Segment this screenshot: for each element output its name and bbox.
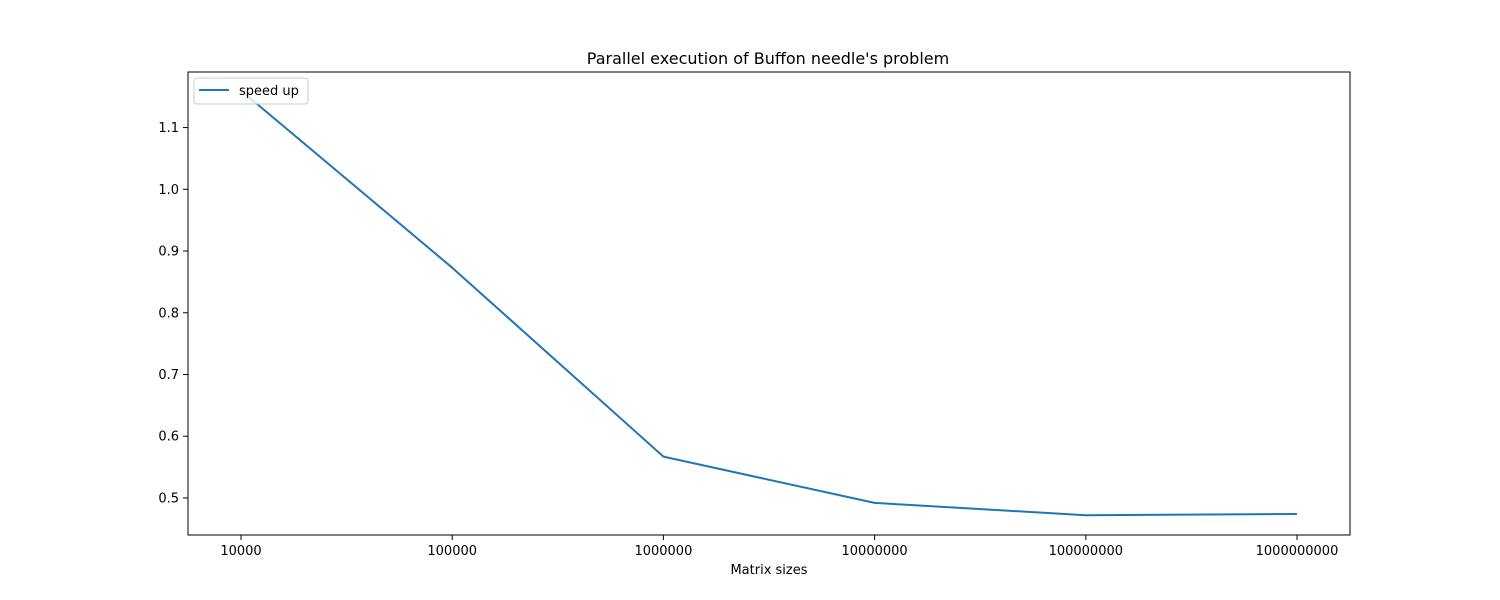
x-tick-label: 10000: [220, 544, 261, 559]
y-tick-label: 0.6: [158, 430, 179, 445]
legend-label-speed-up: speed up: [239, 84, 299, 99]
y-axis-ticks: 0.5 0.6 0.7 0.8 0.9 1.0 1.1: [158, 121, 188, 506]
y-tick-label: 0.7: [158, 368, 179, 383]
series-line-speed-up: [240, 89, 1298, 517]
y-tick-label: 1.0: [158, 183, 179, 198]
x-tick-label: 1000000: [634, 544, 692, 559]
x-tick-label: 1000000000: [1256, 544, 1339, 559]
series-layer: [240, 89, 1298, 517]
x-tick-label: 10000000: [842, 544, 908, 559]
y-tick-label: 1.1: [158, 121, 179, 136]
chart-title: Parallel execution of Buffon needle's pr…: [587, 49, 949, 68]
x-tick-label: 100000000: [1049, 544, 1123, 559]
x-axis-ticks: 10000 100000 1000000 10000000 100000000 10000…: [220, 535, 1338, 559]
x-tick-label: 100000: [427, 544, 477, 559]
x-axis-label: Matrix sizes: [730, 563, 807, 578]
y-tick-label: 0.8: [158, 306, 179, 321]
y-tick-label: 0.9: [158, 245, 179, 260]
y-tick-label: 0.5: [158, 491, 179, 506]
plot-area-frame: [187, 71, 1351, 536]
legend: speed up: [193, 77, 309, 105]
legend-box: [193, 77, 309, 105]
